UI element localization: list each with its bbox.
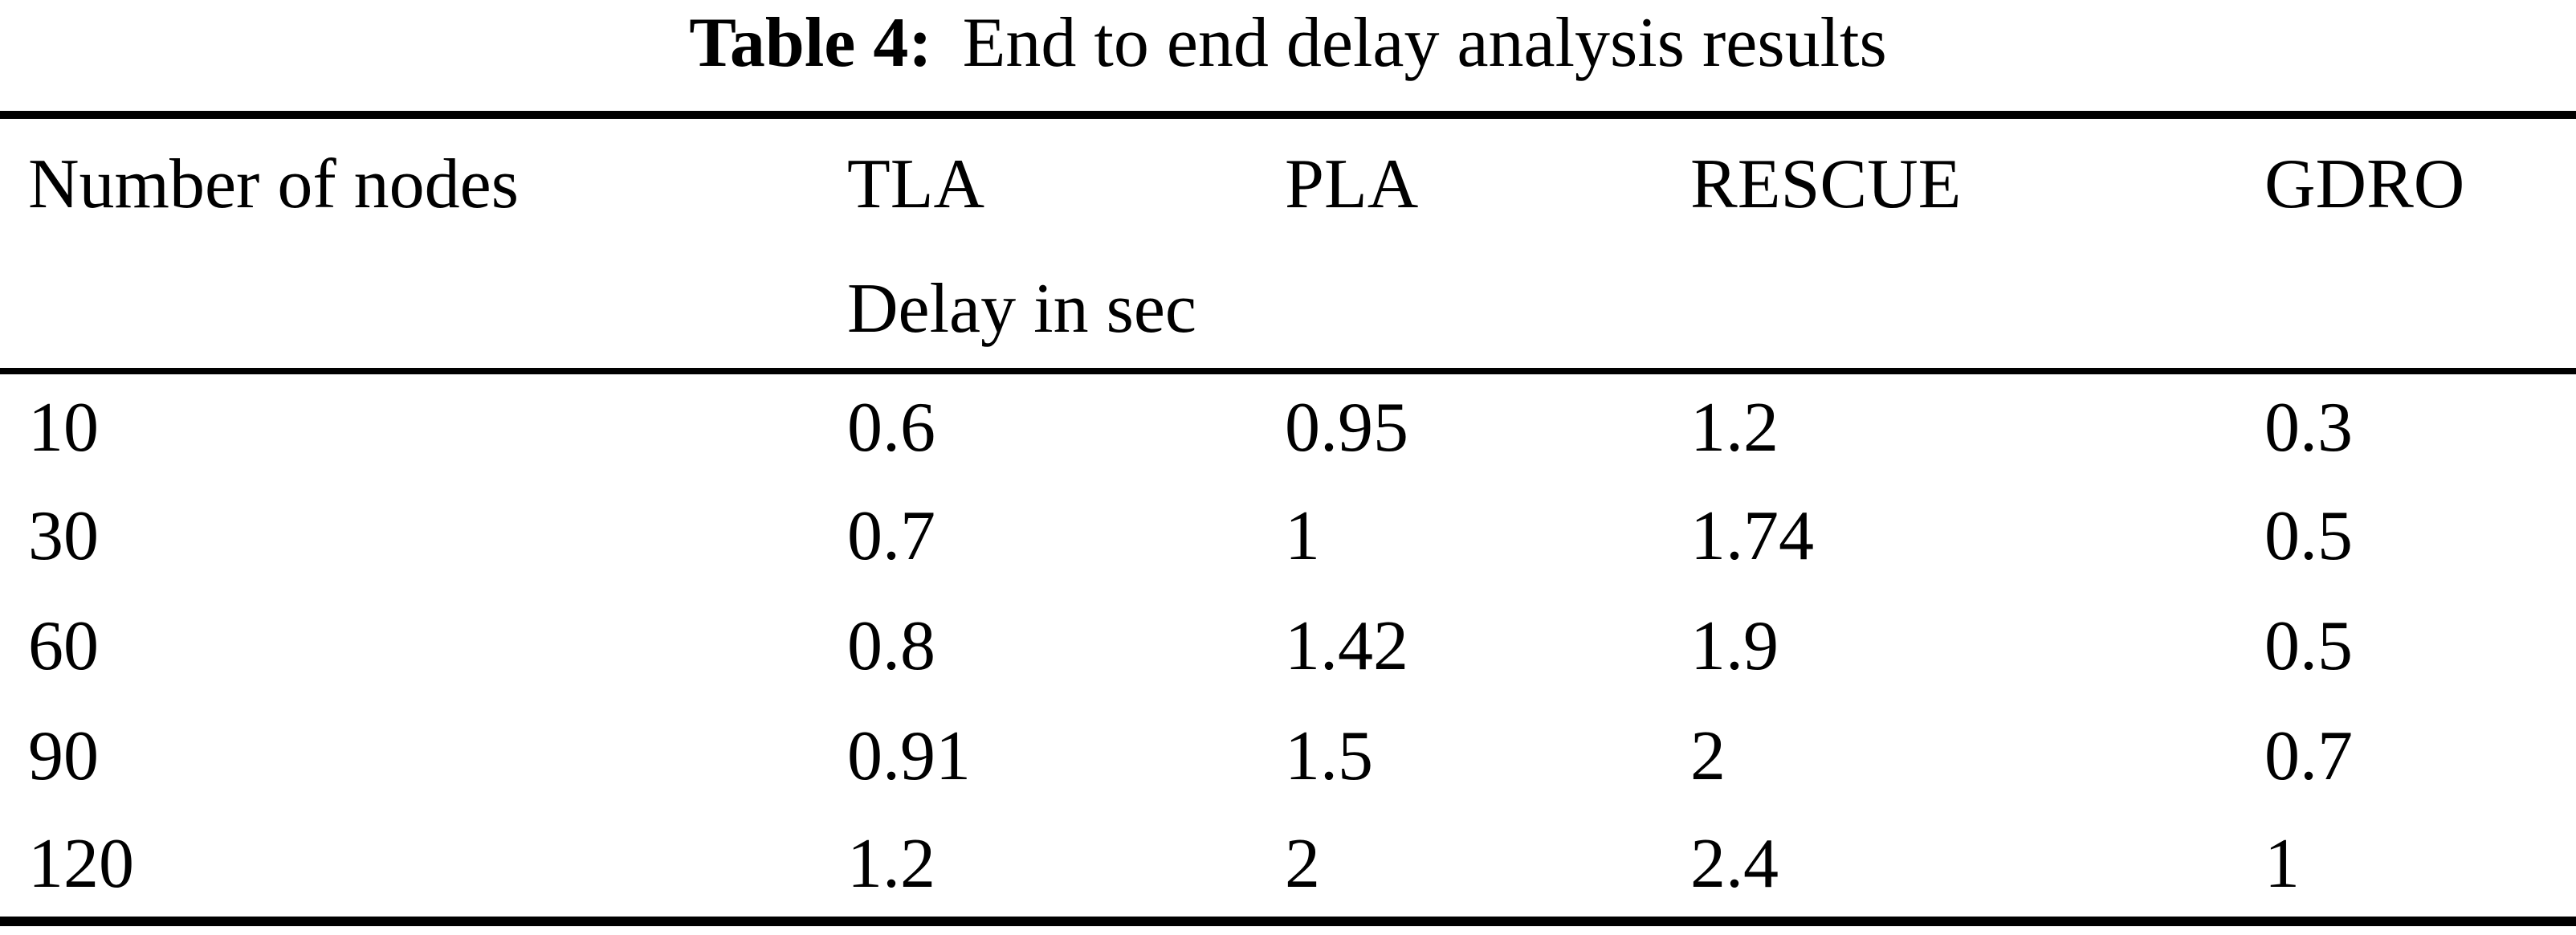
table-cell: 0.5 (2264, 607, 2353, 685)
table-cell: 0.6 (847, 389, 935, 467)
unit-subheader: Delay in sec (847, 269, 1196, 348)
table-cell: 0.3 (2264, 389, 2353, 467)
table-caption-label: Table 4: (689, 4, 932, 82)
table-cell: 2 (1285, 825, 1320, 903)
table-body: 10 0.6 0.95 1.2 0.3 30 0.7 1 1.74 0.5 60… (0, 371, 2576, 921)
table-cell: 0.5 (2264, 497, 2353, 575)
table-cell: 0.7 (2264, 717, 2353, 795)
table-cell: 0.91 (847, 717, 971, 795)
table-cell: 0.95 (1285, 389, 1408, 467)
table-row: 10 0.6 0.95 1.2 0.3 (0, 371, 2576, 481)
subheader-row: Delay in sec (0, 249, 2576, 371)
column-header-rescue: RESCUE (1690, 145, 1962, 223)
table-row: 30 0.7 1 1.74 0.5 (0, 481, 2576, 591)
table-cell: 0.7 (847, 497, 935, 575)
table-cell: 10 (28, 389, 99, 467)
table-cell: 1.2 (1690, 389, 1779, 467)
table-top-rule (0, 111, 2576, 119)
table-cell: 1.2 (847, 825, 935, 903)
table-caption: Table 4: End to end delay analysis resul… (0, 0, 2576, 111)
table-cell: 2.4 (1690, 825, 1779, 903)
column-header-number-of-nodes: Number of nodes (28, 145, 519, 223)
table-cell: 1.5 (1285, 717, 1373, 795)
table-cell: 30 (28, 497, 99, 575)
delay-results-table: Number of nodes TLA PLA RESCUE GDRO Dela… (0, 119, 2576, 926)
table-header: Number of nodes TLA PLA RESCUE GDRO Dela… (0, 119, 2576, 371)
table-cell: 2 (1690, 717, 1726, 795)
table-cell: 120 (28, 825, 134, 903)
table-cell: 0.8 (847, 607, 935, 685)
subheader-spacer (0, 249, 847, 371)
table-cell: 90 (28, 717, 99, 795)
table-cell: 60 (28, 607, 99, 685)
table-row: 120 1.2 2 2.4 1 (0, 811, 2576, 921)
table-cell: 1 (1285, 497, 1320, 575)
table-row: 90 0.91 1.5 2 0.7 (0, 701, 2576, 811)
table-row: 60 0.8 1.42 1.9 0.5 (0, 591, 2576, 701)
table-caption-text: End to end delay analysis results (962, 4, 1887, 82)
table-cell: 1.9 (1690, 607, 1779, 685)
table-cell: 1.74 (1690, 497, 1814, 575)
table-cell: 1.42 (1285, 607, 1408, 685)
table-cell: 1 (2264, 825, 2300, 903)
header-row: Number of nodes TLA PLA RESCUE GDRO (0, 119, 2576, 249)
column-header-pla: PLA (1285, 145, 1419, 223)
column-header-tla: TLA (847, 145, 985, 223)
column-header-gdro: GDRO (2264, 145, 2465, 223)
